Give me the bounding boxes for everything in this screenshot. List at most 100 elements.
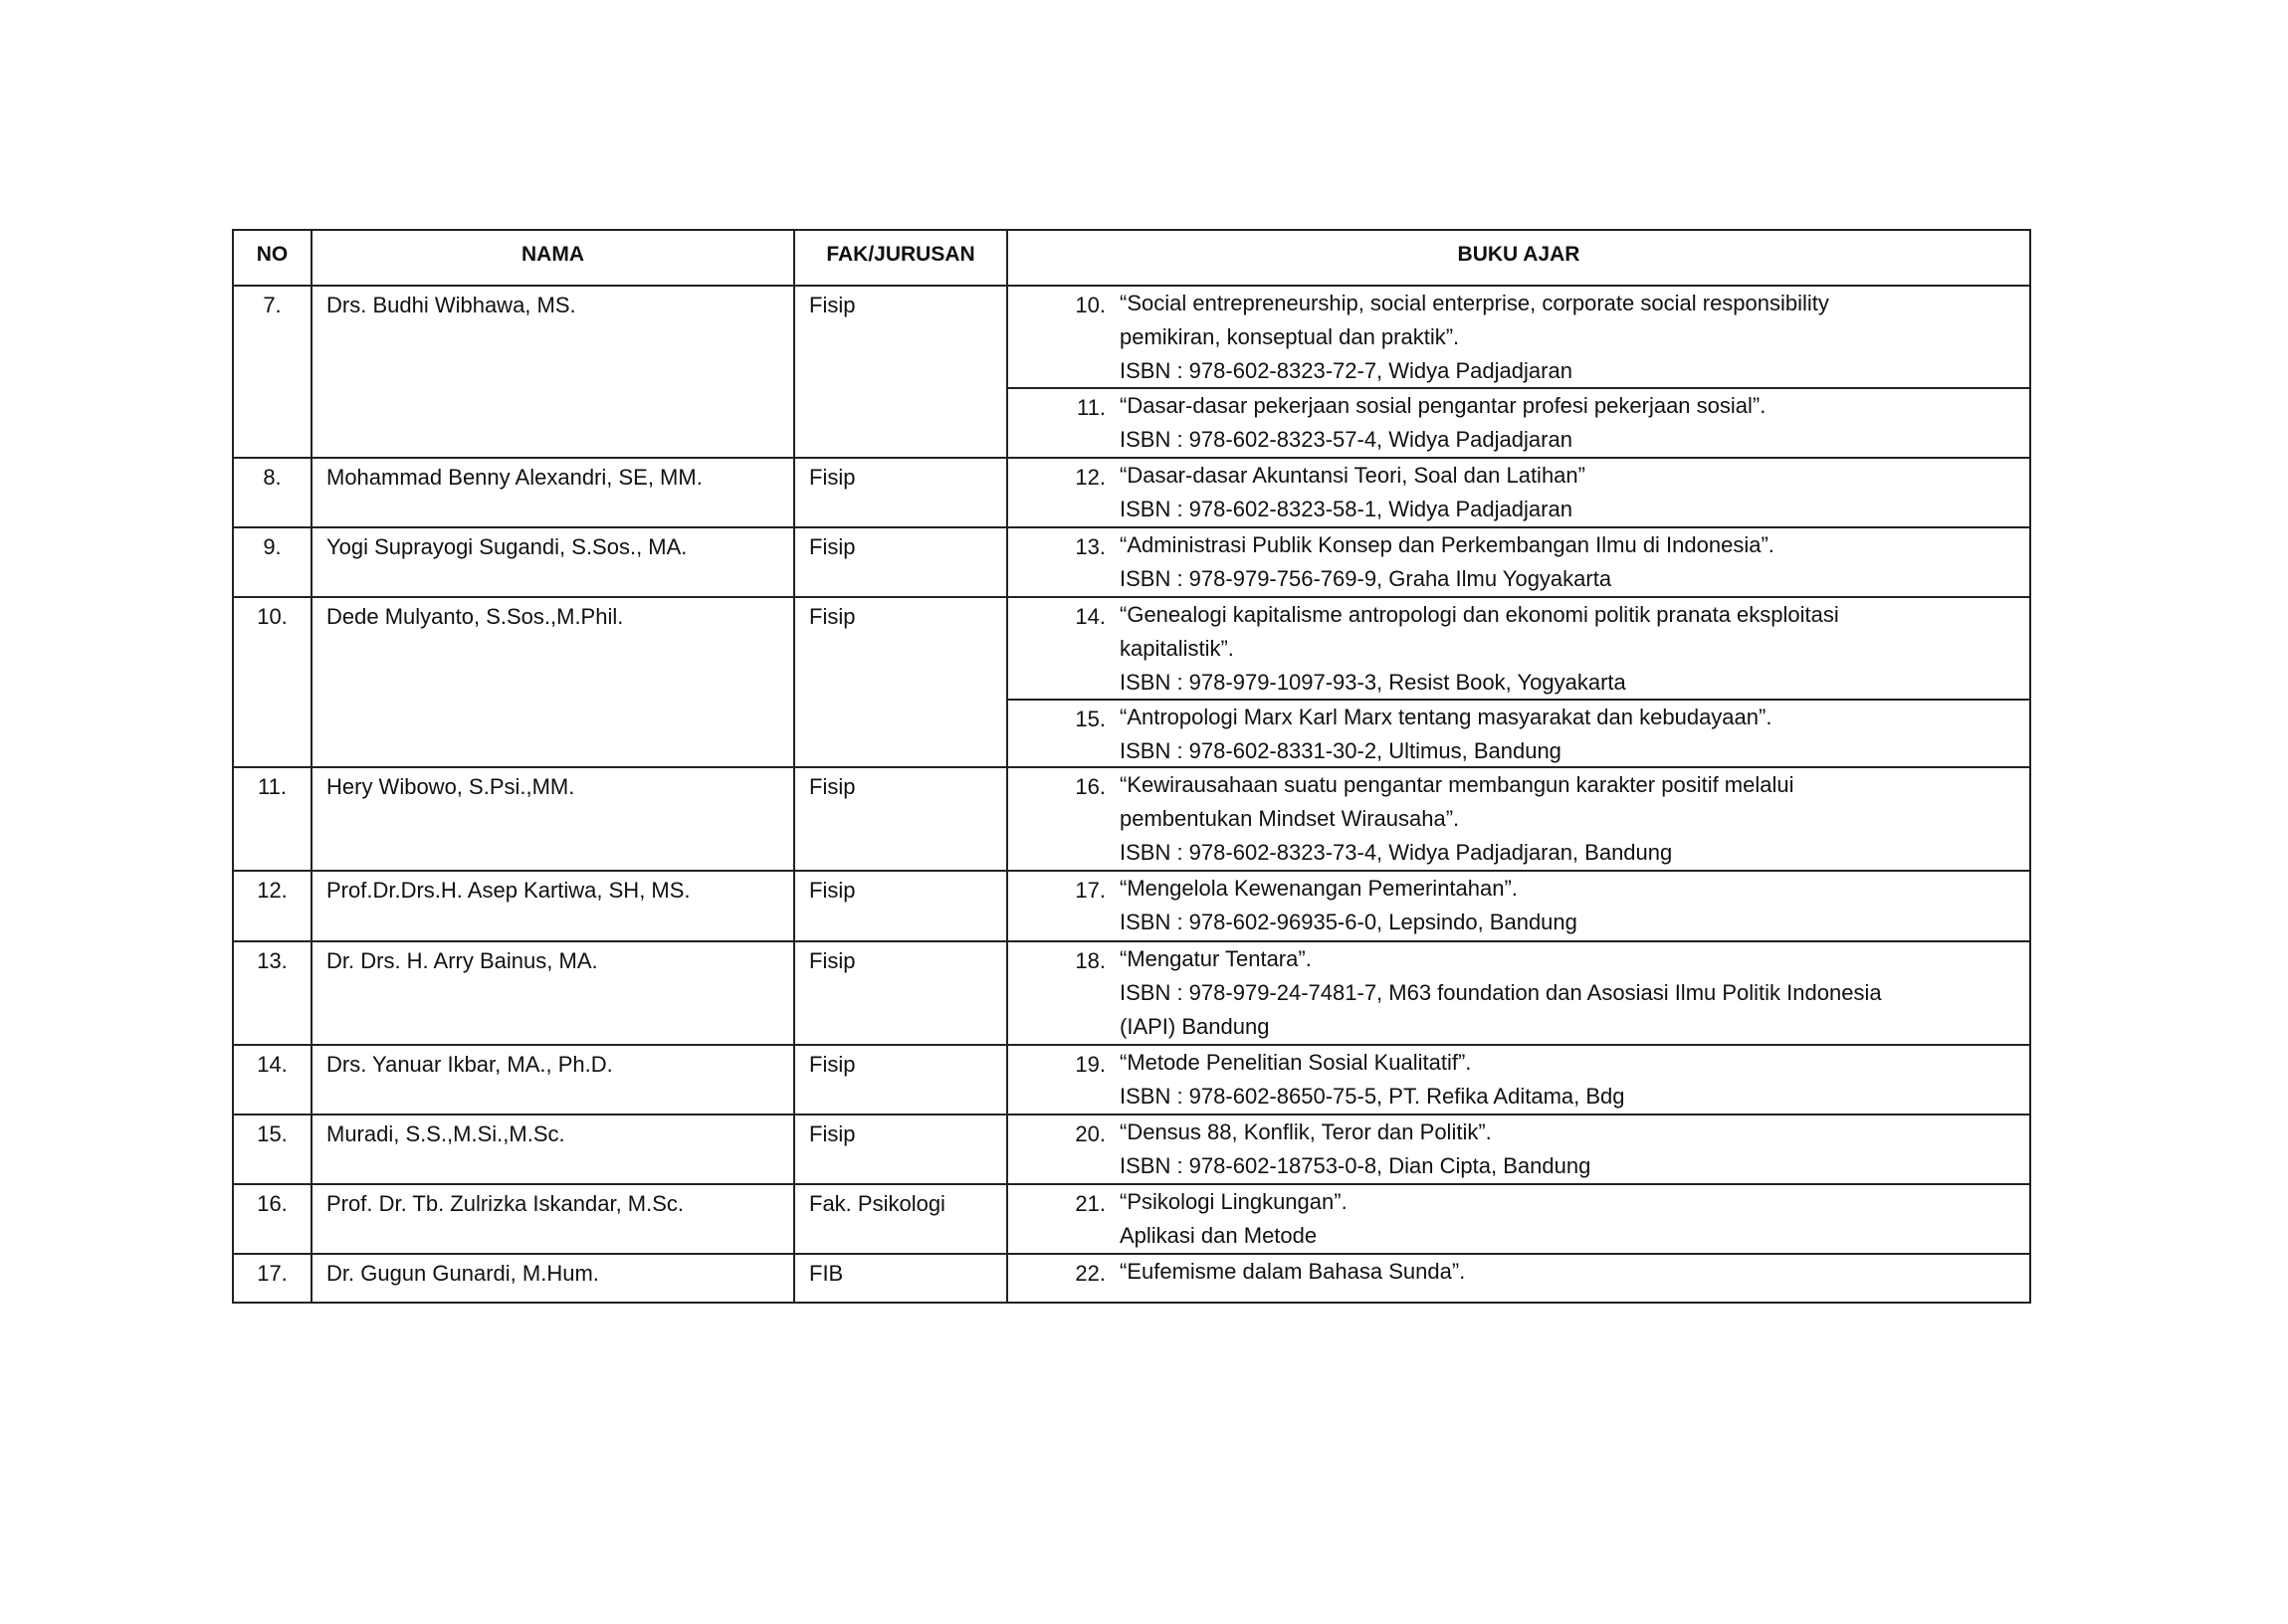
row-number: 11. — [232, 766, 312, 872]
header-row: NO NAMA FAK/JURUSAN BUKU AJAR — [232, 229, 2031, 287]
row-number: 10. — [232, 596, 312, 768]
book-number: 14. — [1075, 604, 1106, 629]
book-entry: 19. “Metode Penelitian Sosial Kualitatif”… — [1008, 1046, 2029, 1114]
book-entry: 20. “Densus 88, Konflik, Teror dan Politi… — [1008, 1116, 2029, 1183]
faculty: FIB — [793, 1253, 1008, 1304]
book-number: 12. — [1075, 465, 1106, 490]
faculty: Fak. Psikologi — [793, 1183, 1008, 1255]
book-details: “Administrasi Publik Konsep dan Perkemba… — [1106, 528, 1774, 596]
book-line: ISBN : 978-602-8650-75-5, PT. Refika Adi… — [1120, 1084, 1625, 1109]
book-entry: 13. “Administrasi Publik Konsep dan Perke… — [1008, 528, 2029, 596]
book-line: ISBN : 978-602-8323-57-4, Widya Padjadja… — [1120, 427, 1572, 452]
book-number: 20. — [1075, 1121, 1106, 1146]
book-details: “Metode Penelitian Sosial Kualitatif”. IS… — [1106, 1046, 1625, 1114]
book-number: 15. — [1075, 707, 1106, 731]
book-line: ISBN : 978-602-96935-6-0, Lepsindo, Band… — [1120, 910, 1577, 934]
book-line: “Dasar-dasar Akuntansi Teori, Soal dan L… — [1120, 463, 1585, 488]
book-line: “Psikologi Lingkungan”. — [1120, 1189, 1348, 1214]
lecturer-name: Drs. Yanuar Ikbar, MA., Ph.D. — [311, 1044, 795, 1116]
book-number: 19. — [1075, 1052, 1106, 1077]
book-details: “Social entrepreneurship, social enterpr… — [1106, 287, 1829, 387]
book-line: ISBN : 978-602-8331-30-2, Ultimus, Bandu… — [1120, 738, 1561, 763]
book-number: 21. — [1075, 1191, 1106, 1216]
book-line: ISBN : 978-602-8323-72-7, Widya Padjadja… — [1120, 358, 1572, 383]
book-line: pembentukan Mindset Wirausaha”. — [1120, 806, 1460, 831]
books-cell: 19. “Metode Penelitian Sosial Kualitatif”… — [1006, 1044, 2031, 1116]
books-cell: 13. “Administrasi Publik Konsep dan Perke… — [1006, 526, 2031, 598]
book-details: “Mengatur Tentara”. ISBN : 978-979-24-748… — [1106, 942, 1882, 1044]
row-number: 7. — [232, 285, 312, 459]
table-row: 14. Drs. Yanuar Ikbar, MA., Ph.D. Fisip 19.… — [232, 1044, 2031, 1116]
book-line: “Social entrepreneurship, social enterpr… — [1120, 291, 1829, 315]
book-details: “Eufemisme dalam Bahasa Sunda”. — [1106, 1255, 1465, 1289]
book-line: “Mengelola Kewenangan Pemerintahan”. — [1120, 876, 1518, 901]
header-books: BUKU AJAR — [1006, 229, 2031, 287]
book-details: “Genealogi kapitalisme antropologi dan e… — [1106, 598, 1839, 699]
books-cell: 10. “Social entrepreneurship, social ente… — [1006, 285, 2031, 459]
book-line: (IAPI) Bandung — [1120, 1014, 1270, 1039]
book-line: ISBN : 978-979-24-7481-7, M63 foundation… — [1120, 980, 1882, 1005]
header-no: NO — [232, 229, 312, 287]
table-row: 9. Yogi Suprayogi Sugandi, S.Sos., MA. Fis… — [232, 526, 2031, 598]
book-details: “Psikologi Lingkungan”. Aplikasi dan Meto… — [1106, 1185, 1348, 1253]
header-name: NAMA — [311, 229, 795, 287]
book-line: “Eufemisme dalam Bahasa Sunda”. — [1120, 1259, 1466, 1284]
books-cell: 20. “Densus 88, Konflik, Teror dan Politi… — [1006, 1114, 2031, 1185]
row-number: 9. — [232, 526, 312, 598]
table-row: 8. Mohammad Benny Alexandri, SE, MM. Fisip… — [232, 457, 2031, 528]
book-details: “Dasar-dasar Akuntansi Teori, Soal dan L… — [1106, 459, 1585, 526]
faculty: Fisip — [793, 766, 1008, 872]
row-number: 14. — [232, 1044, 312, 1116]
book-line: “Kewirausahaan suatu pengantar membangun… — [1120, 772, 1794, 797]
books-cell: 18. “Mengatur Tentara”. ISBN : 978-979-24-… — [1006, 940, 2031, 1046]
table-row: 16. Prof. Dr. Tb. Zulrizka Iskandar, M.Sc… — [232, 1183, 2031, 1255]
book-line: “Metode Penelitian Sosial Kualitatif”. — [1120, 1050, 1472, 1075]
row-number: 15. — [232, 1114, 312, 1185]
table-row: 7. Drs. Budhi Wibhawa, MS. Fisip 10. “Social… — [232, 285, 2031, 459]
row-number: 16. — [232, 1183, 312, 1255]
faculty: Fisip — [793, 1044, 1008, 1116]
lecturer-books-table: NO NAMA FAK/JURUSAN BUKU AJAR 7. Drs. Bud… — [232, 229, 2031, 1304]
book-details: “Kewirausahaan suatu pengantar membangun… — [1106, 768, 1794, 870]
book-details: “Densus 88, Konflik, Teror dan Politik”.… — [1106, 1116, 1590, 1183]
book-entry: 21. “Psikologi Lingkungan”. Aplikasi dan M… — [1008, 1185, 2029, 1253]
table-row: 17. Dr. Gugun Gunardi, M.Hum. FIB 22. “Eufem… — [232, 1253, 2031, 1304]
lecturer-name: Dr. Gugun Gunardi, M.Hum. — [311, 1253, 795, 1304]
faculty: Fisip — [793, 285, 1008, 459]
book-number: 10. — [1075, 293, 1106, 317]
book-line: ISBN : 978-602-8323-73-4, Widya Padjadja… — [1120, 840, 1673, 865]
book-line: “Dasar-dasar pekerjaan sosial pengantar … — [1120, 393, 1767, 418]
books-cell: 16. “Kewirausahaan suatu pengantar memban… — [1006, 766, 2031, 872]
book-entry: 14. “Genealogi kapitalisme antropologi da… — [1008, 598, 2029, 699]
book-entry: 22. “Eufemisme dalam Bahasa Sunda”. — [1008, 1255, 2029, 1289]
books-cell: 17. “Mengelola Kewenangan Pemerintahan”. I… — [1006, 870, 2031, 942]
row-number: 12. — [232, 870, 312, 942]
faculty: Fisip — [793, 526, 1008, 598]
book-entry: 11. “Dasar-dasar pekerjaan sosial pengant… — [1008, 387, 2029, 457]
book-line: ISBN : 978-979-1097-93-3, Resist Book, Y… — [1120, 670, 1626, 695]
faculty: Fisip — [793, 870, 1008, 942]
books-cell: 14. “Genealogi kapitalisme antropologi da… — [1006, 596, 2031, 768]
book-line: ISBN : 978-979-756-769-9, Graha Ilmu Yog… — [1120, 566, 1612, 591]
book-entry: 17. “Mengelola Kewenangan Pemerintahan”. I… — [1008, 872, 2029, 939]
book-entry: 12. “Dasar-dasar Akuntansi Teori, Soal da… — [1008, 459, 2029, 526]
lecturer-name: Mohammad Benny Alexandri, SE, MM. — [311, 457, 795, 528]
book-line: “Mengatur Tentara”. — [1120, 946, 1312, 971]
lecturer-name: Dede Mulyanto, S.Sos.,M.Phil. — [311, 596, 795, 768]
lecturer-name: Drs. Budhi Wibhawa, MS. — [311, 285, 795, 459]
book-number: 22. — [1075, 1261, 1106, 1286]
faculty: Fisip — [793, 457, 1008, 528]
table-row: 15. Muradi, S.S.,M.Si.,M.Sc. Fisip 20. “Dens… — [232, 1114, 2031, 1185]
lecturer-name: Muradi, S.S.,M.Si.,M.Sc. — [311, 1114, 795, 1185]
row-number: 17. — [232, 1253, 312, 1304]
book-entry: 18. “Mengatur Tentara”. ISBN : 978-979-24-… — [1008, 942, 2029, 1044]
lecturer-name: Prof. Dr. Tb. Zulrizka Iskandar, M.Sc. — [311, 1183, 795, 1255]
table-row: 10. Dede Mulyanto, S.Sos.,M.Phil. Fisip 14.… — [232, 596, 2031, 768]
books-cell: 21. “Psikologi Lingkungan”. Aplikasi dan M… — [1006, 1183, 2031, 1255]
book-line: ISBN : 978-602-8323-58-1, Widya Padjadja… — [1120, 497, 1572, 521]
book-number: 16. — [1075, 774, 1106, 799]
book-line: “Administrasi Publik Konsep dan Perkemba… — [1120, 532, 1774, 557]
book-entry: 16. “Kewirausahaan suatu pengantar memban… — [1008, 768, 2029, 870]
row-number: 13. — [232, 940, 312, 1046]
book-line: Aplikasi dan Metode — [1120, 1223, 1318, 1248]
